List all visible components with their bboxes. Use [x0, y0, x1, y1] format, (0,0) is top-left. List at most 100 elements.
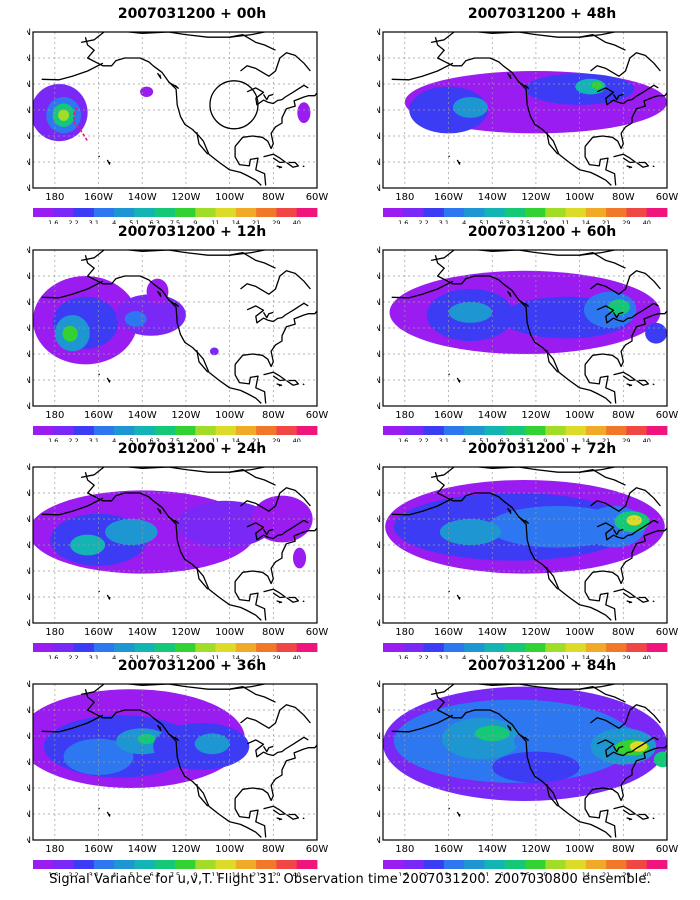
colorbar-swatch — [646, 643, 668, 652]
colorbar-label: 9 — [543, 871, 547, 876]
map-panel: 2007031200 + 72h 70N 60N 50N 40N 30N 20N 10N 180… — [377, 441, 700, 659]
colorbar-label: 2.2 — [418, 871, 428, 876]
lon-tick-label: 160W — [434, 844, 463, 855]
panel-title: 2007031200 + 72h — [467, 441, 617, 457]
variance-map: 70N 60N 50N 40N 30N 20N 10N 180 160W 140W 120W 100W… — [27, 463, 328, 659]
colorbar-swatch — [154, 426, 176, 435]
lon-tick-label: 140W — [128, 627, 157, 638]
map-frame — [382, 683, 668, 841]
lon-tick-label: 80W — [262, 844, 285, 855]
map-frame — [32, 466, 318, 624]
colorbar-label: 3.1 — [439, 437, 449, 442]
lon-tick-label: 160W — [84, 410, 113, 421]
colorbar-label: 1.6 — [398, 654, 408, 659]
colorbar-label: 11 — [561, 219, 569, 224]
colorbar-label: 14 — [582, 871, 590, 876]
colorbar-swatch — [215, 643, 237, 652]
colorbar-swatch — [175, 426, 196, 435]
colorbar-label: 9 — [543, 219, 547, 224]
colorbar-label: 6.3 — [500, 654, 510, 659]
colorbar-label: 4 — [112, 871, 116, 876]
lon-tick-label: 100W — [215, 192, 244, 203]
lon-tick-label: 60W — [656, 410, 679, 421]
colorbar-label: 2.2 — [418, 219, 428, 224]
colorbar-label: 21 — [602, 437, 610, 442]
colorbar-swatch — [53, 208, 74, 217]
colorbar-swatch — [565, 643, 587, 652]
colorbar-label: 1.6 — [398, 871, 408, 876]
lat-tick-label: 70N — [27, 463, 31, 473]
colorbar-label: 29 — [622, 871, 630, 876]
colorbar-label: 6.3 — [500, 437, 510, 442]
colorbar-swatch — [383, 208, 404, 217]
colorbar-label: 1.6 — [48, 437, 58, 442]
lat-tick-label: 40N — [377, 106, 381, 116]
colorbar-swatch — [276, 426, 298, 435]
colorbar-swatch — [626, 860, 648, 869]
colorbar-label: 1.6 — [48, 654, 58, 659]
colorbar-label: 1.6 — [48, 871, 58, 876]
lat-tick-label: 20N — [27, 593, 31, 603]
colorbar-swatch — [33, 208, 54, 217]
variance-field — [383, 686, 667, 801]
lat-tick-label: 10N — [27, 619, 31, 629]
map-panel: 2007031200 + 84h 70N 60N 50N 40N 30N 20N 10N 180… — [377, 658, 700, 876]
colorbar-swatch — [235, 860, 257, 869]
coastlines — [391, 250, 667, 404]
colorbar-swatch — [93, 426, 115, 435]
colorbar-label: 9 — [543, 437, 547, 442]
colorbar-label: 7.5 — [170, 654, 180, 659]
colorbar-swatch — [53, 860, 74, 869]
map-panel: 2007031200 + 48h 70N 60N 50N 40N 30N 20N 10N 180… — [377, 6, 700, 224]
colorbar-label: 29 — [272, 654, 280, 659]
colorbar-label: 11 — [561, 437, 569, 442]
lon-tick-label: 120W — [171, 844, 200, 855]
colorbar-swatch — [464, 643, 485, 652]
lon-tick-label: 140W — [478, 192, 507, 203]
panel-title: 2007031200 + 36h — [117, 658, 267, 674]
coastlines — [391, 467, 667, 621]
graticule — [33, 32, 317, 188]
colorbar-label: 29 — [622, 219, 630, 224]
lon-tick-label: 140W — [478, 627, 507, 638]
colorbar-label: 21 — [602, 654, 610, 659]
colorbar-swatch — [504, 643, 526, 652]
colorbar-label: 9 — [193, 219, 197, 224]
colorbar-swatch — [154, 643, 176, 652]
lon-tick-label: 60W — [306, 192, 329, 203]
colorbar-swatch — [256, 643, 277, 652]
figure-caption: Signal Variance for u,v,T. Flight 31. Ob… — [49, 872, 651, 887]
graticule — [383, 467, 667, 623]
lon-tick-label: 120W — [171, 192, 200, 203]
colorbar-swatch — [134, 426, 156, 435]
lat-tick-label: 10N — [27, 184, 31, 194]
colorbar-label: 3.1 — [439, 219, 449, 224]
colorbar-swatch — [403, 860, 424, 869]
variance-map: 70N 60N 50N 40N 30N 20N 10N 180 160W 140W 120W 100W… — [377, 463, 678, 659]
colorbar-label: 4 — [462, 437, 466, 442]
colorbar-swatch — [256, 860, 277, 869]
lat-tick-label: 30N — [27, 350, 31, 360]
colorbar-swatch — [73, 208, 95, 217]
colorbar-swatch — [464, 208, 485, 217]
colorbar-swatch — [195, 208, 216, 217]
lat-tick-label: 50N — [27, 732, 31, 742]
lat-tick-label: 50N — [27, 298, 31, 308]
colorbar-label: 7.5 — [170, 437, 180, 442]
map-frame — [32, 31, 318, 189]
flight-track — [72, 107, 89, 142]
colorbar-label: 4 — [112, 437, 116, 442]
colorbar-swatch — [565, 860, 587, 869]
lat-tick-label: 40N — [377, 541, 381, 551]
colorbar-label: 5.1 — [129, 871, 139, 876]
lat-tick-label: 60N — [377, 54, 381, 64]
coastlines — [41, 250, 317, 404]
colorbar-label: 2.2 — [68, 219, 78, 224]
panel-title: 2007031200 + 48h — [467, 6, 617, 22]
colorbar-label: 5.1 — [129, 219, 139, 224]
lat-tick-label: 70N — [377, 28, 381, 38]
map-panel: 2007031200 + 24h 70N 60N 50N 40N 30N 20N 10N 180… — [27, 441, 357, 659]
graticule — [383, 684, 667, 840]
lon-tick-label: 100W — [565, 192, 594, 203]
colorbar-label: 14 — [232, 219, 240, 224]
